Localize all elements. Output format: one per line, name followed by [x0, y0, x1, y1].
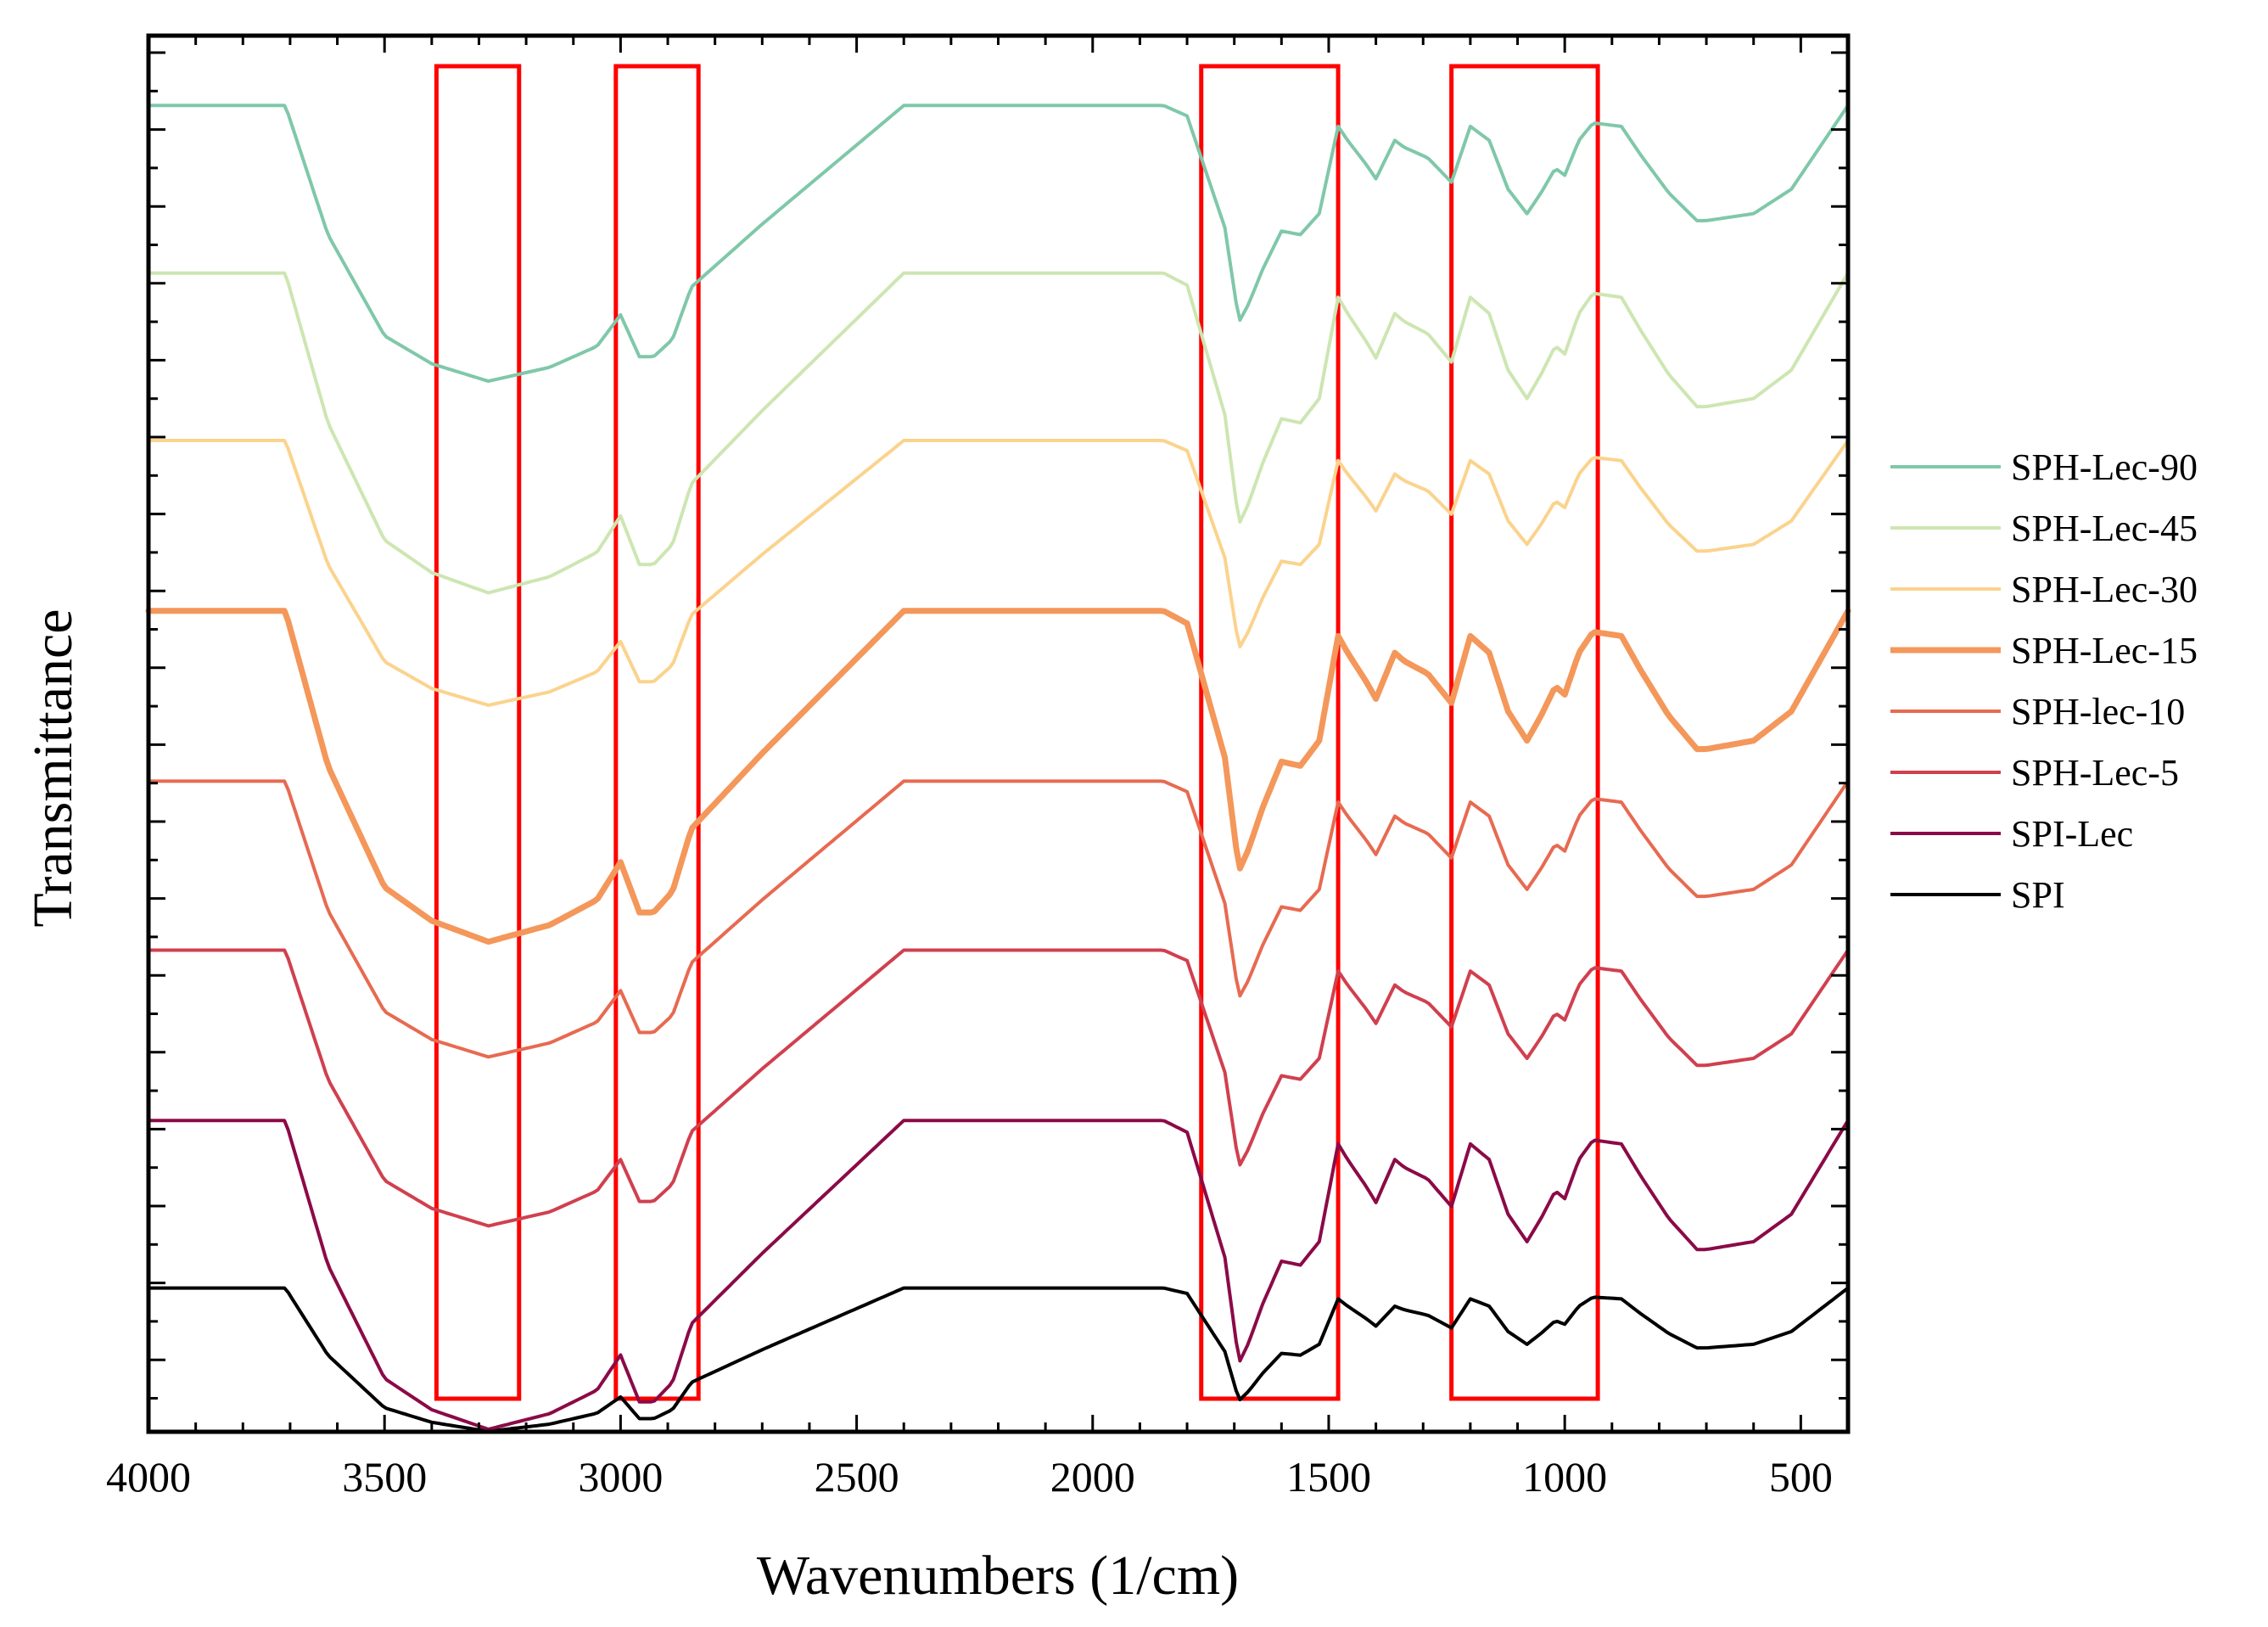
- legend-label: SPH-Lec-90: [2011, 446, 2198, 488]
- series-line-sph-lec-15: [145, 608, 1851, 945]
- y-ticks: [148, 51, 1848, 1400]
- x-tick-label: 4000: [106, 1453, 191, 1501]
- series-line-sph-lec-10: [147, 779, 1850, 1059]
- highlight-region-4: [1449, 64, 1600, 1401]
- x-tick-label: 500: [1769, 1453, 1833, 1501]
- highlight-region-1: [434, 64, 522, 1401]
- series-line-sph-lec-90: [147, 104, 1850, 384]
- x-tick-label: 2500: [815, 1453, 899, 1501]
- series-line-spi-lec: [147, 1119, 1850, 1431]
- series-lines: [145, 104, 1851, 1433]
- series-line-spi: [147, 1286, 1850, 1433]
- x-axis-title: Wavenumbers (1/cm): [757, 1545, 1239, 1607]
- series-line-sph-lec-45: [147, 271, 1850, 595]
- legend-label: SPH-Lec-30: [2011, 569, 2198, 610]
- legend-label: SPI: [2011, 874, 2065, 916]
- highlight-region-3: [1199, 64, 1341, 1401]
- x-tick-label: 1500: [1286, 1453, 1371, 1501]
- legend-label: SPI-Lec: [2011, 813, 2133, 855]
- legend: SPH-Lec-90 SPH-Lec-45 SPH-Lec-30 SPH-Lec-15…: [1890, 446, 2198, 916]
- series-line-sph-lec-30: [147, 439, 1850, 707]
- series-line-sph-lec-5: [147, 948, 1850, 1228]
- x-tick-label: 2000: [1050, 1453, 1135, 1501]
- x-tick-label: 3000: [578, 1453, 663, 1501]
- x-tick-label: 3500: [342, 1453, 427, 1501]
- legend-label: SPH-Lec-5: [2011, 752, 2179, 794]
- legend-label: SPH-Lec-15: [2011, 630, 2198, 671]
- legend-label: SPH-Lec-45: [2011, 508, 2198, 549]
- legend-label: SPH-lec-10: [2011, 691, 2185, 732]
- x-ticks: 4000 3500 3000 2500 2000 1500 1000 500: [106, 36, 1833, 1501]
- y-axis-title: Transmittance: [22, 609, 84, 927]
- x-tick-label: 1000: [1522, 1453, 1607, 1501]
